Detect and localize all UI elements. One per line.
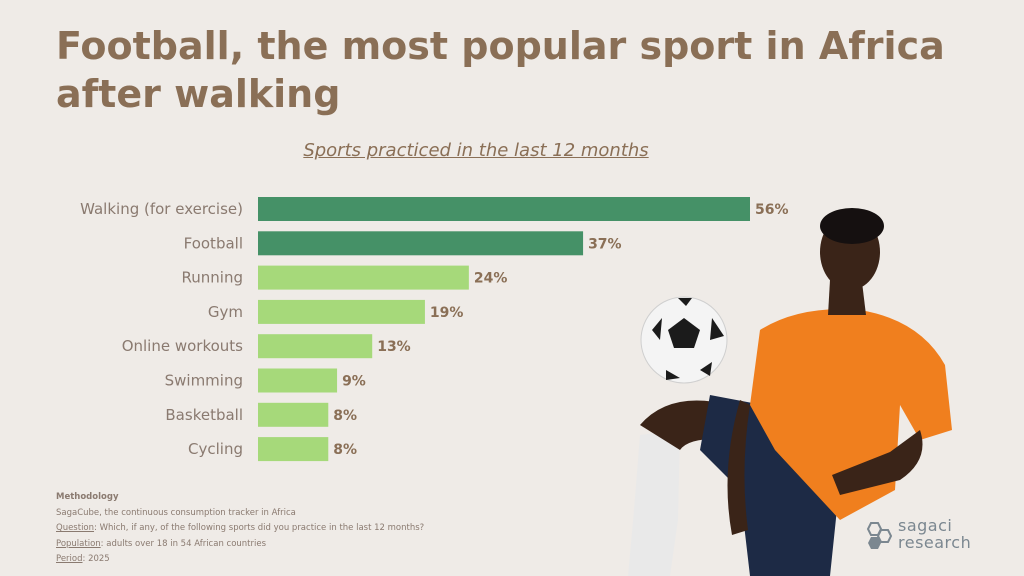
football-player-image: [628, 208, 952, 576]
football-icon: [640, 296, 728, 384]
bar: [258, 368, 338, 393]
methodology-line: SagaCube, the continuous consumption tra…: [56, 507, 296, 518]
logo-line1: sagaci: [898, 516, 953, 535]
methodology-period: Period: 2025: [56, 552, 424, 568]
bar: [258, 299, 425, 324]
category-label: Running: [182, 269, 243, 287]
bar: [258, 334, 373, 359]
chart-subtitle: Sports practiced in the last 12 months: [303, 140, 649, 161]
methodology-population: Population: adults over 18 in 54 African…: [56, 537, 424, 553]
value-label: 8%: [333, 442, 357, 458]
question-label: Question: [56, 523, 95, 533]
category-label: Basketball: [165, 406, 243, 424]
logo-line2: research: [898, 533, 972, 552]
period-text: : 2025: [82, 554, 110, 564]
category-label: Gym: [208, 303, 243, 321]
bar: [258, 231, 584, 256]
bar: [258, 265, 469, 290]
value-label: 24%: [474, 271, 508, 287]
category-label: Walking (for exercise): [80, 200, 243, 218]
methodology-heading: Methodology: [56, 492, 119, 502]
methodology-note: Methodology SagaCube, the continuous con…: [56, 490, 424, 568]
category-label: Swimming: [165, 372, 243, 390]
sagaci-logo: sagaci research: [862, 517, 982, 557]
category-label: Online workouts: [122, 337, 243, 355]
sock-shape: [628, 430, 680, 576]
methodology-question: Question: Which, if any, of the followin…: [56, 521, 424, 537]
value-label: 9%: [342, 374, 366, 390]
value-label: 56%: [755, 202, 789, 218]
question-text: : Which, if any, of the following sports…: [94, 523, 425, 533]
page-title: Football, the most popular sport in Afri…: [56, 24, 945, 116]
jersey-shape: [750, 309, 952, 520]
category-label: Football: [184, 234, 243, 252]
value-label: 13%: [377, 339, 411, 355]
population-text: : adults over 18 in 54 African countries: [100, 538, 267, 549]
bar: [258, 402, 329, 427]
bar: [258, 197, 750, 221]
category-label: Cycling: [188, 440, 243, 458]
period-label: Period: [56, 554, 83, 564]
population-label: Population: [56, 538, 101, 549]
bar: [258, 437, 329, 462]
value-label: 8%: [333, 408, 357, 424]
value-label: 19%: [430, 305, 464, 321]
value-label: 37%: [588, 236, 622, 252]
hexagon-logo-icon: [866, 522, 892, 549]
